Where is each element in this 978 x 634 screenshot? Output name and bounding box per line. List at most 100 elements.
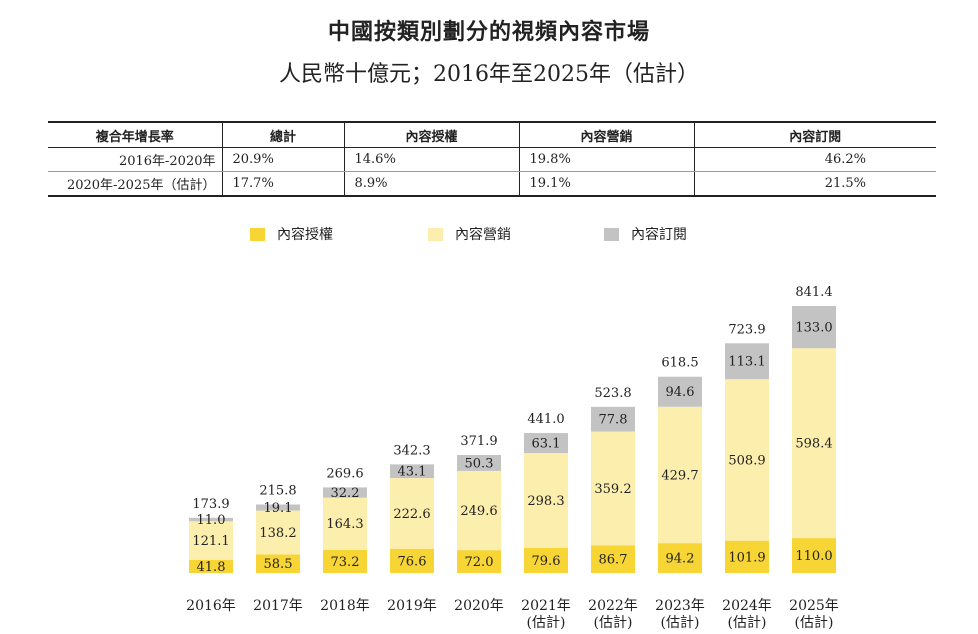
legend-label: 內容營銷	[455, 227, 511, 243]
data-label-licensing: 79.6	[532, 554, 561, 569]
total-label: 441.0	[527, 412, 564, 427]
cagr-value: 19.1%	[518, 171, 694, 197]
data-label-subscription: 113.1	[728, 355, 765, 370]
bar-subscription-0	[189, 517, 233, 522]
bar-licensing-4	[457, 550, 501, 573]
data-label-licensing: 94.2	[666, 552, 695, 567]
data-label-subscription: 11.0	[197, 513, 226, 528]
data-label-subscription: 133.0	[795, 321, 832, 336]
legend-item-licensing: 內容授權	[250, 224, 333, 244]
x-tick-label: (估計)	[795, 615, 834, 631]
data-label-subscription: 19.1	[264, 501, 293, 516]
data-label-marketing: 508.9	[728, 453, 765, 468]
chart-subtitle: 人民幣十億元；2016年至2025年（估計）	[279, 62, 699, 87]
x-tick-label: 2020年	[454, 598, 504, 614]
x-tick-label: 2024年	[722, 598, 772, 614]
data-label-marketing: 222.6	[393, 507, 430, 522]
bar-marketing-0	[189, 521, 233, 560]
legend-label: 內容授權	[277, 227, 333, 243]
data-label-licensing: 101.9	[728, 550, 765, 565]
x-tick-label: 2025年	[789, 598, 839, 614]
data-label-marketing: 249.6	[460, 504, 497, 519]
data-label-licensing: 86.7	[599, 553, 628, 568]
table-row: 2016年-2020年 20.9% 14.6% 19.8% 46.2%	[48, 147, 936, 172]
total-label: 342.3	[393, 443, 430, 458]
cagr-period: 2016年-2020年	[48, 147, 222, 172]
total-label: 618.5	[661, 356, 698, 371]
cagr-value: 46.2%	[693, 147, 936, 172]
bar-marketing-7	[658, 406, 702, 544]
cagr-header-licensing: 內容授權	[343, 121, 519, 148]
bar-licensing-0	[189, 559, 233, 573]
bar-licensing-7	[658, 543, 702, 573]
legend-item-subscription: 內容訂閱	[604, 224, 687, 244]
data-label-licensing: 110.0	[795, 549, 832, 564]
data-label-subscription: 77.8	[599, 413, 628, 428]
data-label-licensing: 41.8	[197, 560, 226, 575]
x-tick-label: 2018年	[320, 598, 370, 614]
total-label: 523.8	[594, 386, 631, 401]
chart-title: 中國按類別劃分的視頻內容市場	[327, 20, 650, 45]
total-label: 723.9	[728, 322, 765, 337]
x-tick-label: (估計)	[728, 615, 767, 631]
bar-marketing-9	[792, 348, 836, 539]
x-tick-label: (估計)	[527, 615, 566, 631]
x-tick-label: 2019年	[387, 598, 437, 614]
x-tick-label: (估計)	[661, 615, 700, 631]
legend-swatch-marketing	[428, 227, 443, 241]
data-label-marketing: 359.2	[594, 482, 631, 497]
bar-subscription-8	[725, 343, 769, 380]
data-label-marketing: 298.3	[527, 494, 564, 509]
data-label-marketing: 598.4	[795, 437, 832, 452]
data-label-subscription: 63.1	[532, 437, 561, 452]
data-label-subscription: 50.3	[465, 456, 494, 471]
data-label-marketing: 138.2	[259, 526, 296, 541]
bar-marketing-6	[591, 431, 635, 546]
legend-label: 內容訂閱	[631, 227, 687, 243]
bar-licensing-9	[792, 538, 836, 573]
table-row: 2020年-2025年（估計） 17.7% 8.9% 19.1% 21.5%	[48, 171, 936, 197]
bar-licensing-2	[323, 549, 367, 573]
cagr-value: 21.5%	[693, 171, 936, 197]
cagr-header-total: 總計	[221, 121, 344, 148]
legend-swatch-subscription	[604, 227, 619, 241]
cagr-value: 20.9%	[221, 147, 344, 172]
bar-marketing-4	[457, 470, 501, 551]
cagr-table: 複合年增長率 總計 內容授權 內容營銷 內容訂閱 2016年-2020年 20.…	[48, 121, 936, 197]
x-tick-label: 2016年	[186, 598, 236, 614]
bar-licensing-6	[591, 545, 635, 573]
total-label: 173.9	[192, 497, 229, 512]
cagr-header-subscription: 內容訂閱	[693, 121, 936, 148]
data-label-licensing: 58.5	[264, 557, 293, 572]
x-tick-label: 2017年	[253, 598, 303, 614]
chart-legend: 內容授權 內容營銷 內容訂閱	[0, 224, 978, 244]
bar-subscription-7	[658, 376, 702, 407]
legend-item-marketing: 內容營銷	[428, 224, 511, 244]
bar-marketing-2	[323, 497, 367, 550]
cagr-value: 8.9%	[343, 171, 519, 197]
x-tick-label: (估計)	[594, 615, 633, 631]
x-tick-label: 2021年	[521, 598, 571, 614]
bar-marketing-1	[256, 510, 300, 555]
data-label-licensing: 76.6	[398, 554, 427, 569]
bar-subscription-9	[792, 306, 836, 349]
legend-swatch-licensing	[250, 227, 265, 241]
data-label-marketing: 121.1	[192, 534, 229, 549]
bar-licensing-5	[524, 547, 568, 573]
cagr-header-row: 複合年增長率 總計 內容授權 內容營銷 內容訂閱	[48, 121, 936, 148]
bar-licensing-3	[390, 548, 434, 573]
bar-subscription-3	[390, 464, 434, 479]
bar-subscription-5	[524, 433, 568, 454]
bar-licensing-1	[256, 554, 300, 573]
total-label: 371.9	[460, 434, 497, 449]
bar-marketing-3	[390, 478, 434, 549]
data-label-licensing: 73.2	[331, 555, 360, 570]
data-label-licensing: 72.0	[465, 555, 494, 570]
data-label-marketing: 429.7	[661, 468, 698, 483]
data-label-subscription: 43.1	[398, 465, 427, 480]
bar-marketing-5	[524, 453, 568, 548]
data-label-marketing: 164.3	[326, 517, 363, 532]
bar-subscription-2	[323, 487, 367, 498]
data-label-subscription: 94.6	[666, 385, 695, 400]
